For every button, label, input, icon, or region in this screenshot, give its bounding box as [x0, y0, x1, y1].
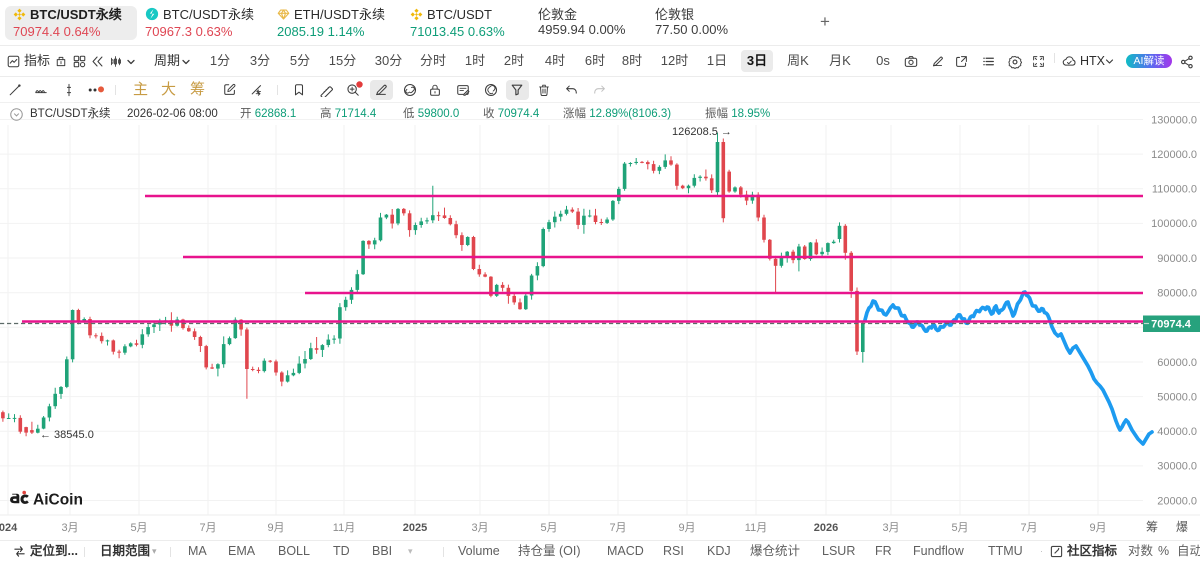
svg-text:120000.0: 120000.0 [1151, 149, 1197, 161]
svg-text:3月: 3月 [882, 522, 899, 534]
svg-text:3月: 3月 [471, 522, 488, 534]
svg-text:← 38545.0: ← 38545.0 [40, 429, 94, 441]
svg-text:70974.4: 70974.4 [1151, 319, 1192, 331]
svg-text:9月: 9月 [1089, 522, 1106, 534]
svg-text:11月: 11月 [333, 522, 355, 534]
svg-text:爆: 爆 [1176, 520, 1188, 534]
svg-text:9月: 9月 [678, 522, 695, 534]
svg-text:11月: 11月 [745, 522, 767, 534]
svg-text:2026: 2026 [814, 522, 838, 534]
svg-text:60000.0: 60000.0 [1157, 357, 1197, 369]
svg-text:5月: 5月 [951, 522, 968, 534]
svg-text:7月: 7月 [199, 522, 216, 534]
svg-text:126208.5 →: 126208.5 → [672, 126, 732, 138]
svg-text:40000.0: 40000.0 [1157, 426, 1197, 438]
svg-text:50000.0: 50000.0 [1157, 391, 1197, 403]
svg-text:7月: 7月 [609, 522, 626, 534]
svg-text:024: 024 [0, 522, 18, 534]
svg-text:5月: 5月 [540, 522, 557, 534]
svg-text:30000.0: 30000.0 [1157, 461, 1197, 473]
svg-text:筹: 筹 [1146, 520, 1158, 534]
svg-text:3月: 3月 [61, 522, 78, 534]
svg-text:110000.0: 110000.0 [1152, 184, 1197, 196]
svg-text:AiCoin: AiCoin [33, 492, 83, 509]
svg-text:80000.0: 80000.0 [1157, 288, 1197, 300]
svg-text:20000.0: 20000.0 [1157, 495, 1197, 507]
svg-text:90000.0: 90000.0 [1157, 253, 1197, 265]
svg-text:7月: 7月 [1020, 522, 1037, 534]
svg-text:130000.0: 130000.0 [1151, 114, 1197, 126]
svg-text:100000.0: 100000.0 [1151, 218, 1197, 230]
svg-text:2025: 2025 [403, 522, 427, 534]
svg-text:5月: 5月 [130, 522, 147, 534]
svg-text:9月: 9月 [267, 522, 284, 534]
